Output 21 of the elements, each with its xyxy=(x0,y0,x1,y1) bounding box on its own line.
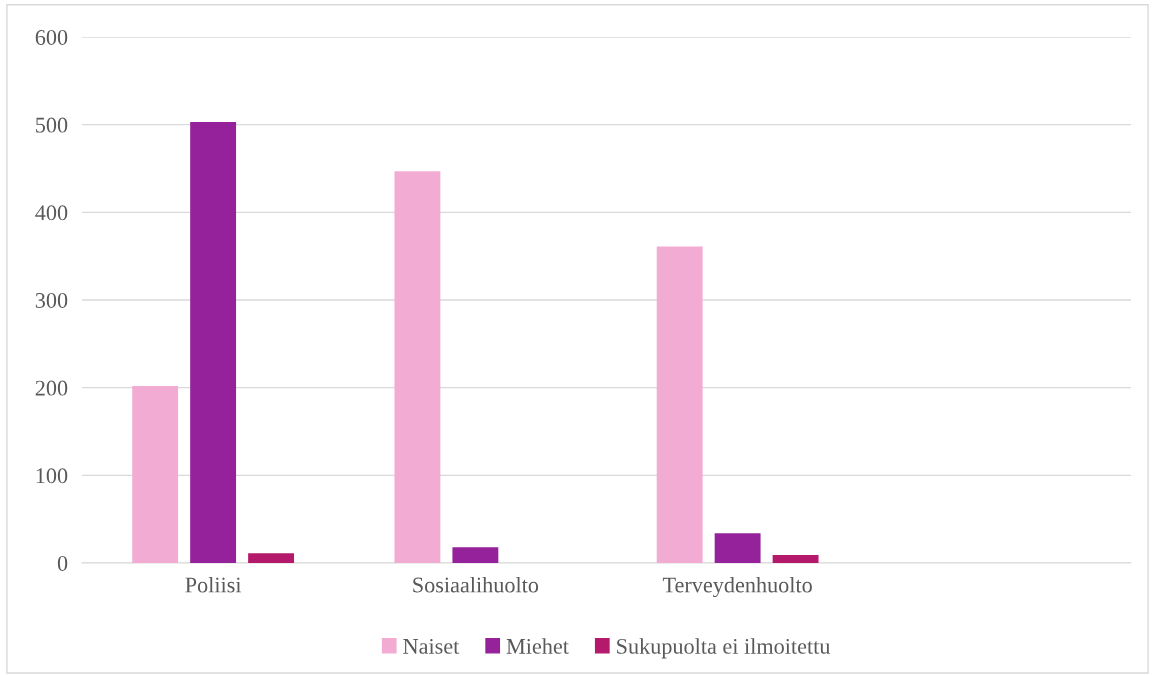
bar xyxy=(452,547,499,563)
bar xyxy=(190,122,237,563)
y-tick-label: 0 xyxy=(57,555,68,571)
y-tick-label: 200 xyxy=(35,380,68,396)
x-tick-label: Sosiaalihuolto xyxy=(413,576,539,593)
y-tick-label: 400 xyxy=(35,205,68,221)
y-tick-label: 600 xyxy=(35,29,68,45)
bar xyxy=(248,553,295,563)
legend-label: Sukupuolta ei ilmoitettu xyxy=(617,638,831,659)
bar xyxy=(772,555,819,563)
legend-label: Miehet xyxy=(506,638,569,654)
y-tick-label: 300 xyxy=(35,292,68,308)
y-tick-label: 500 xyxy=(36,117,68,133)
y-tick-label: 100 xyxy=(36,468,68,484)
bar xyxy=(132,385,179,563)
x-tick-label: Terveydenhuolto xyxy=(662,576,812,598)
bar xyxy=(714,533,761,563)
bar xyxy=(656,246,703,563)
legend-label: Naiset xyxy=(403,638,460,654)
bar xyxy=(394,171,441,563)
x-tick-label: Poliisi xyxy=(185,576,242,593)
